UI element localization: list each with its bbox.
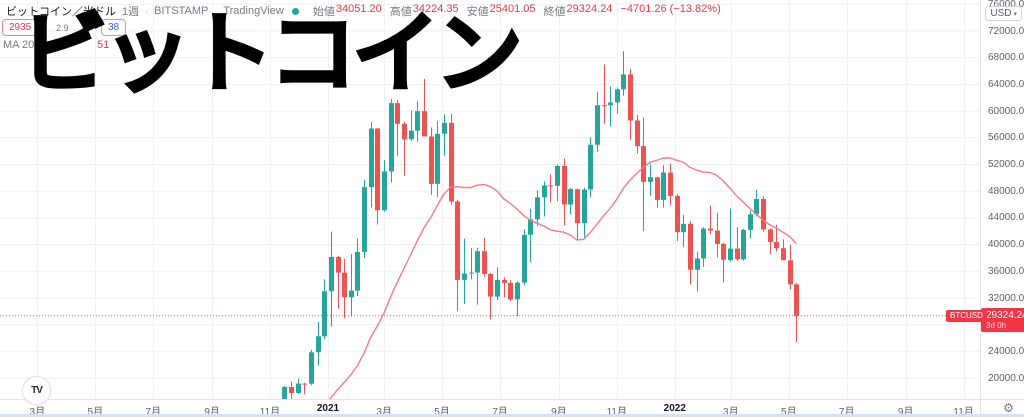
time-axis-label: 5月 bbox=[781, 407, 797, 417]
price-axis-label: 44000.00 bbox=[988, 212, 1024, 224]
time-axis-label: 2021 bbox=[316, 403, 340, 414]
time-axis-label: 5月 bbox=[434, 407, 450, 417]
time-axis-label: 7月 bbox=[492, 407, 508, 417]
close-label: 終値 bbox=[543, 6, 566, 18]
price-axis-label: 20000.00 bbox=[988, 372, 1024, 384]
open-value: 34051.20 bbox=[335, 3, 382, 15]
price-axis[interactable]: 20000.00 24000.00 32000.00 36000.00 40000.00… bbox=[981, 0, 1024, 399]
open-label: 始値 bbox=[312, 6, 335, 18]
close-value: 29324.24 bbox=[566, 3, 613, 15]
price-axis-label: 52000.00 bbox=[988, 159, 1024, 170]
price-axis-label: 40000.00 bbox=[988, 239, 1024, 251]
chart-pane[interactable]: ビットコイン／米ドル 1週 · BITSTAMP · TradingView 始… bbox=[0, 0, 980, 405]
brand-label[interactable]: TradingView bbox=[223, 5, 284, 17]
time-axis-label: 11月 bbox=[606, 407, 627, 417]
time-axis[interactable]: ⚙ 3月 5月 7月 9月 11月 2021 3月 5月 7月 9月 11月 2022 3月 5月 7月 9月… bbox=[0, 400, 1024, 417]
last-price-label: 29324.24 3d 0h bbox=[981, 307, 1024, 332]
chart-canvas[interactable] bbox=[0, 0, 980, 399]
last-price-value: 29324.24 bbox=[986, 309, 1024, 321]
time-axis-label: 7月 bbox=[838, 407, 855, 417]
exchange-label: BITSTAMP bbox=[154, 5, 209, 17]
time-axis-label: 11月 bbox=[259, 407, 281, 417]
price-axis-label: 32000.00 bbox=[988, 292, 1024, 304]
bar-countdown: 3d 0h bbox=[986, 320, 1007, 330]
currency-label: USD bbox=[990, 8, 1012, 19]
ohlc-readout: 始値 34051.20 高値 34224.35 安値 25401.05 終値 29324… bbox=[313, 3, 721, 19]
time-axis-label: 9月 bbox=[897, 407, 914, 417]
price-axis-label: 48000.00 bbox=[988, 185, 1024, 197]
separator-dot: · bbox=[214, 6, 218, 16]
price-axis-label: 60000.00 bbox=[988, 105, 1024, 117]
axis-horizontal-divider bbox=[0, 399, 1024, 400]
time-axis-label: 9月 bbox=[551, 407, 567, 417]
symbol-title[interactable]: ビットコイン／米ドル bbox=[6, 6, 116, 18]
price-axis-label: 36000.00 bbox=[988, 265, 1024, 277]
time-axis-label: 11月 bbox=[953, 407, 974, 417]
price-axis-label: 24000.00 bbox=[988, 345, 1024, 357]
price-axis-label: 68000.00 bbox=[988, 52, 1024, 64]
low-value: 25401.05 bbox=[489, 3, 536, 15]
market-status-dot-icon bbox=[291, 7, 299, 15]
time-axis-label: 3月 bbox=[376, 407, 392, 417]
separator-dot: · bbox=[145, 6, 149, 16]
interval-label[interactable]: 1週 bbox=[122, 6, 140, 18]
time-axis-label: 7月 bbox=[145, 407, 161, 417]
low-label: 安値 bbox=[466, 6, 489, 18]
tradingview-logo[interactable]: TV bbox=[22, 376, 51, 405]
time-axis-label: 9月 bbox=[204, 407, 220, 417]
price-axis-label: 56000.00 bbox=[988, 132, 1024, 144]
axis-vertical-divider bbox=[980, 0, 981, 417]
sell-button[interactable]: 2935 bbox=[2, 19, 39, 36]
high-value: 34224.35 bbox=[412, 3, 459, 15]
spread-value: 2.9 bbox=[56, 23, 69, 33]
currency-selector-button[interactable]: USD ▾ bbox=[985, 6, 1022, 21]
time-axis-label: 2022 bbox=[663, 403, 686, 414]
symbol-price-line-tag: BTCUSD bbox=[946, 309, 987, 322]
time-axis-label: 3月 bbox=[723, 407, 739, 417]
ma-indicator-value: 51 bbox=[97, 39, 110, 51]
buy-button[interactable]: 38 bbox=[101, 19, 127, 36]
chart-legend: ビットコイン／米ドル 1週 · BITSTAMP · TradingView 始… bbox=[6, 3, 721, 19]
change-value: −4701.26 (−13.82%) bbox=[620, 3, 721, 15]
gear-icon[interactable]: ⚙ bbox=[1003, 401, 1014, 415]
price-axis-label: 72000.00 bbox=[988, 25, 1024, 37]
time-axis-label: 3月 bbox=[29, 407, 46, 417]
time-axis-label: 5月 bbox=[87, 407, 104, 417]
chevron-down-icon: ▾ bbox=[1013, 10, 1017, 18]
price-axis-label: 64000.00 bbox=[988, 78, 1024, 90]
price-axis-label: 76000.00 bbox=[988, 0, 1024, 10]
bottom-strip bbox=[0, 414, 1024, 417]
ma-indicator-label[interactable]: MA 20 bbox=[3, 39, 35, 51]
high-label: 高値 bbox=[389, 6, 412, 18]
